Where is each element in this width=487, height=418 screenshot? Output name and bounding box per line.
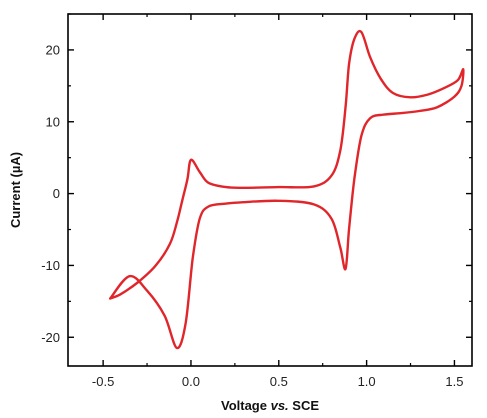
y-tick-label: 10 — [46, 114, 60, 129]
y-tick-label: 0 — [53, 186, 60, 201]
y-axis-title: Current (µA) — [8, 152, 23, 228]
x-tick-label: 0.5 — [270, 374, 288, 389]
x-axis: -0.5 0.0 0.5 1.0 1.5 — [92, 14, 463, 389]
x-tick-label: 1.5 — [445, 374, 463, 389]
y-tick-label: -20 — [41, 330, 60, 345]
y-axis: -20 -10 0 10 20 — [41, 13, 472, 345]
y-tick-label: 20 — [46, 42, 60, 57]
x-axis-title: Voltage vs. SCE — [221, 398, 319, 413]
y-tick-label: -10 — [41, 258, 60, 273]
x-tick-label: -0.5 — [92, 374, 114, 389]
plot-frame — [67, 13, 473, 367]
cv-curve-line — [109, 29, 465, 350]
x-tick-label: 1.0 — [358, 374, 376, 389]
x-tick-label: 0.0 — [182, 374, 200, 389]
